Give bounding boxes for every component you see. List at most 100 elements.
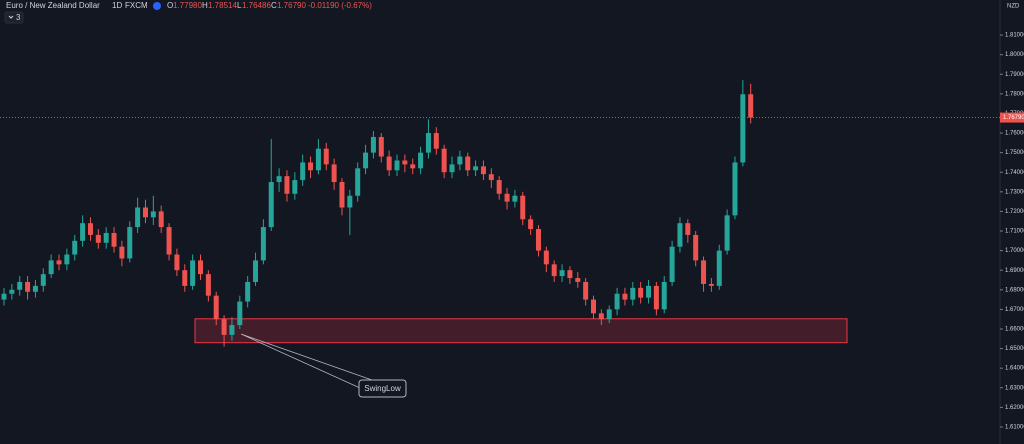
candle-body xyxy=(685,223,691,235)
candle-body xyxy=(614,293,620,310)
candle-body xyxy=(87,223,93,235)
candle-body xyxy=(441,148,447,173)
candle-body xyxy=(72,240,78,255)
interval[interactable]: 1D xyxy=(112,1,122,10)
y-tick-label: 1.78000 xyxy=(1005,91,1024,97)
callout-box xyxy=(358,379,407,398)
y-tick-label: 1.65000 xyxy=(1005,346,1024,352)
candle-body xyxy=(449,164,455,173)
y-tick-label: 1.79000 xyxy=(1005,72,1024,78)
candle-body xyxy=(64,254,70,265)
y-tick-label: 1.61000 xyxy=(1005,425,1024,431)
y-tick-label: 1.76000 xyxy=(1005,131,1024,137)
candle-body xyxy=(292,180,298,194)
candle-body xyxy=(653,285,659,310)
o-value: 1.77980 xyxy=(173,1,202,10)
candle-body xyxy=(748,94,754,118)
candle-body xyxy=(135,207,141,228)
indicator-count: 3 xyxy=(16,13,21,22)
candle-body xyxy=(661,281,667,310)
candle-body xyxy=(190,260,196,286)
candle-body xyxy=(457,156,463,165)
last-price-box xyxy=(1000,112,1024,123)
candle-body xyxy=(480,166,486,175)
candle-body xyxy=(213,295,219,320)
y-tick-label: 1.67000 xyxy=(1005,307,1024,313)
candle-body xyxy=(95,234,101,243)
candle-body xyxy=(591,299,596,314)
candle-body xyxy=(48,260,54,275)
candle-body xyxy=(284,176,290,194)
candle-body xyxy=(331,164,337,183)
chevron xyxy=(8,15,14,19)
indicator-toggle[interactable] xyxy=(4,11,24,24)
candle-body xyxy=(567,270,573,279)
replay-icon[interactable] xyxy=(153,2,161,10)
candle-body xyxy=(465,156,471,171)
candle-body xyxy=(198,260,203,275)
candle-body xyxy=(669,246,675,282)
candle-body xyxy=(598,313,604,320)
candle-body xyxy=(150,211,156,218)
candle-body xyxy=(80,223,86,241)
symbol[interactable]: Euro / New Zealand Dollar xyxy=(6,1,100,10)
candle-body xyxy=(205,274,211,296)
candle-body xyxy=(433,133,439,149)
plot xyxy=(0,80,1000,389)
candle-body xyxy=(512,195,518,202)
candle-body xyxy=(315,148,321,171)
candle-body xyxy=(103,232,109,243)
candle-body xyxy=(9,289,15,294)
candle-body xyxy=(355,168,361,196)
candle-body xyxy=(394,160,400,171)
last-price-label: 1.76790 xyxy=(1003,115,1024,121)
candle-body xyxy=(708,283,714,286)
candle-body xyxy=(535,229,541,251)
annotation: SwingLow xyxy=(364,384,401,393)
candle-body xyxy=(300,162,306,181)
change: -0.01190 (-0.67%) xyxy=(308,1,372,10)
candle-body xyxy=(520,195,526,220)
candle-body xyxy=(543,250,549,265)
candle-body xyxy=(551,264,557,277)
callout-line xyxy=(240,333,373,389)
candle-body xyxy=(425,133,431,153)
candle-body xyxy=(339,182,345,208)
y-tick-label: 1.73000 xyxy=(1005,189,1024,195)
candle-body xyxy=(583,281,589,300)
candle-body xyxy=(127,227,133,259)
candle-body xyxy=(347,195,353,208)
h-label: H xyxy=(202,1,208,10)
candle-body xyxy=(504,193,510,202)
y-tick-label: 1.64000 xyxy=(1005,366,1024,372)
candle-body xyxy=(1,293,7,300)
candle-body xyxy=(740,94,746,163)
candle-body xyxy=(253,260,259,282)
y-tick-label: 1.70000 xyxy=(1005,248,1024,254)
candle-body xyxy=(166,227,172,255)
currency[interactable]: NZD xyxy=(1007,4,1020,10)
candle-body xyxy=(677,223,683,247)
candle-body xyxy=(622,293,628,300)
candle-body xyxy=(630,287,636,300)
y-tick-label: 1.72000 xyxy=(1005,209,1024,215)
candle-body xyxy=(25,281,31,292)
candle-body xyxy=(496,180,502,194)
candle-body xyxy=(56,260,62,265)
candle-body xyxy=(378,136,384,157)
candle-body xyxy=(638,287,644,298)
l-label: L xyxy=(237,1,242,10)
candle-body xyxy=(17,281,23,290)
h-value: 1.78514 xyxy=(208,1,237,10)
candle-body xyxy=(606,309,612,320)
candle-body xyxy=(237,301,243,326)
c-value: 1.76790 xyxy=(277,1,306,10)
candle-body xyxy=(402,160,408,165)
candle-body xyxy=(308,162,314,171)
candle-body xyxy=(32,285,38,292)
candle-body xyxy=(410,164,416,169)
candle-body xyxy=(693,234,699,261)
candle-body xyxy=(174,254,180,271)
